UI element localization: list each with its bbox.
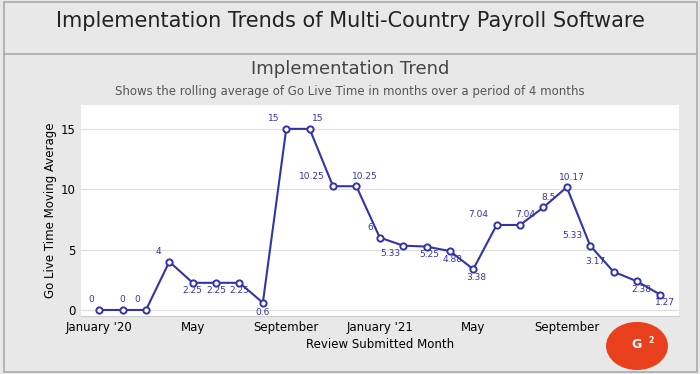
Text: 0: 0 <box>120 295 125 304</box>
Text: 2.25: 2.25 <box>183 286 203 295</box>
Text: Implementation Trends of Multi-Country Payroll Software: Implementation Trends of Multi-Country P… <box>55 10 645 31</box>
Text: 15: 15 <box>312 114 323 123</box>
Text: 4.88: 4.88 <box>442 255 463 264</box>
Text: 0.6: 0.6 <box>256 308 270 317</box>
Text: 10.25: 10.25 <box>300 172 325 181</box>
Text: 0: 0 <box>135 295 141 304</box>
Text: 0: 0 <box>88 295 94 304</box>
Text: 5.25: 5.25 <box>419 250 440 259</box>
Text: 10.17: 10.17 <box>559 173 585 182</box>
Text: 15: 15 <box>268 114 279 123</box>
Text: Shows the rolling average of Go Live Time in months over a period of 4 months: Shows the rolling average of Go Live Tim… <box>116 85 584 98</box>
Text: 5.33: 5.33 <box>381 249 400 258</box>
Text: 3.17: 3.17 <box>585 257 606 266</box>
Text: Implementation Trend: Implementation Trend <box>251 60 449 78</box>
Circle shape <box>607 323 667 369</box>
Text: 7.04: 7.04 <box>468 211 489 220</box>
Text: 7.04: 7.04 <box>516 211 536 220</box>
Text: 2.25: 2.25 <box>230 286 249 295</box>
Y-axis label: Go Live Time Moving Average: Go Live Time Moving Average <box>43 123 57 298</box>
X-axis label: Review Submitted Month: Review Submitted Month <box>306 338 454 351</box>
Text: 1.27: 1.27 <box>654 298 675 307</box>
Text: 3.38: 3.38 <box>466 273 486 282</box>
Text: 6: 6 <box>368 223 373 232</box>
Text: G: G <box>632 338 642 352</box>
Text: 2.25: 2.25 <box>206 286 226 295</box>
Text: 2: 2 <box>648 335 654 344</box>
Text: 5.33: 5.33 <box>562 231 582 240</box>
Text: 4: 4 <box>155 247 161 256</box>
Text: 10.25: 10.25 <box>352 172 377 181</box>
Text: 8.5: 8.5 <box>542 193 556 202</box>
Text: 2.38: 2.38 <box>631 285 651 294</box>
